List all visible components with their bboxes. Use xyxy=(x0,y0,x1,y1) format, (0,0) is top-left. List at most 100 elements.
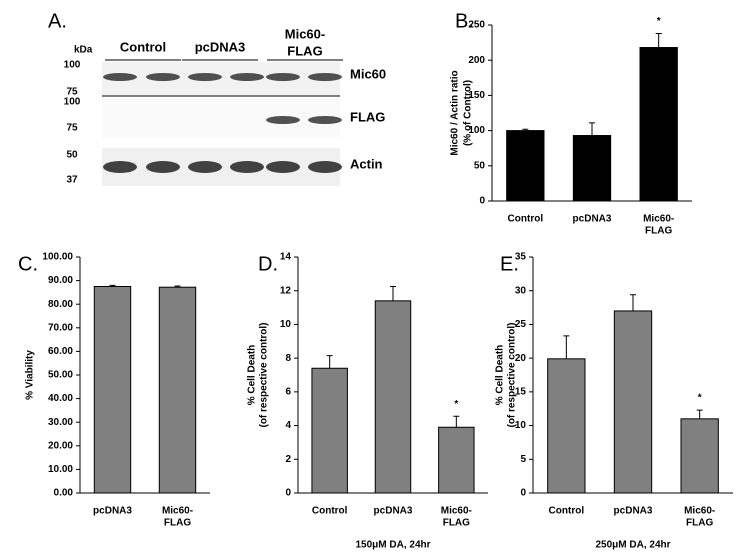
error-bar xyxy=(109,284,116,287)
error-bar xyxy=(390,286,396,301)
blot-band xyxy=(146,161,180,173)
y-tick-label: 90.00 xyxy=(48,275,73,286)
y-tick-label: 100 xyxy=(468,125,485,136)
x-axis-label: 250μM DA, 24hr xyxy=(595,540,670,551)
x-tick-label: Mic60- xyxy=(162,506,193,517)
bar xyxy=(158,286,197,494)
y-axis-label: % Cell Death xyxy=(495,345,506,406)
marker-label: 100 xyxy=(64,97,81,108)
error-bar xyxy=(696,409,703,419)
annotation: * xyxy=(698,393,702,404)
y-tick-label: 200 xyxy=(468,55,485,66)
bar xyxy=(639,47,678,202)
error-bar xyxy=(630,294,636,311)
y-tick-label: 50 xyxy=(474,160,486,171)
x-tick-label: Mic60- xyxy=(643,214,674,225)
blot-band xyxy=(146,73,180,81)
y-tick-label: 25 xyxy=(515,319,527,330)
y-tick-label: 6 xyxy=(285,386,291,397)
x-tick-label: Control xyxy=(312,506,348,517)
y-tick-label: 30 xyxy=(515,285,527,296)
group-label: Mic60- xyxy=(285,26,325,41)
blot-band xyxy=(266,161,300,173)
annotation: * xyxy=(657,16,661,27)
y-tick-label: 70.00 xyxy=(48,322,73,333)
blot-band xyxy=(266,73,300,81)
bar xyxy=(680,418,719,494)
band-label: FLAG xyxy=(350,109,385,124)
x-tick-label: pcDNA3 xyxy=(93,506,132,517)
y-tick-label: 10 xyxy=(280,319,292,330)
error-bar xyxy=(453,415,460,428)
panel-label: E. xyxy=(500,253,519,275)
x-tick-label: FLAG xyxy=(645,226,672,237)
y-tick-label: 40.00 xyxy=(48,393,73,404)
y-tick-label: 10.00 xyxy=(48,464,73,475)
y-tick-label: 150 xyxy=(468,90,485,101)
y-tick-label: 0.00 xyxy=(54,488,74,499)
group-label: FLAG xyxy=(287,43,322,58)
y-tick-label: 4 xyxy=(285,420,291,431)
error-bar xyxy=(522,128,529,131)
error-bar xyxy=(589,122,595,136)
y-axis-label: (% of Control) xyxy=(463,80,474,146)
blot-band xyxy=(308,116,342,124)
band-label: Actin xyxy=(350,156,383,171)
bar xyxy=(572,135,612,202)
marker-label: 50 xyxy=(66,150,78,161)
panel-label: D. xyxy=(258,253,278,275)
group-label: pcDNA3 xyxy=(195,39,246,54)
y-axis-label: % Viability xyxy=(25,350,36,400)
y-tick-label: 0 xyxy=(479,196,485,207)
marker-label: 37 xyxy=(66,175,78,186)
error-bar xyxy=(174,285,181,288)
y-tick-label: 35 xyxy=(515,252,527,263)
x-tick-label: Control xyxy=(508,214,544,225)
annotation: * xyxy=(454,399,458,410)
bar xyxy=(613,310,653,494)
panel-label: B. xyxy=(455,10,474,32)
x-tick-label: Mic60- xyxy=(441,506,472,517)
blot-band xyxy=(230,161,264,173)
y-tick-label: 20.00 xyxy=(48,440,73,451)
error-bar xyxy=(326,355,333,369)
blot-strip xyxy=(102,98,340,138)
y-tick-label: 14 xyxy=(280,252,292,263)
blot-band xyxy=(308,161,342,173)
y-axis-label: Mic60 / Actin ratio xyxy=(450,70,461,155)
y-tick-label: 20 xyxy=(515,353,527,364)
error-bar xyxy=(655,32,662,48)
y-axis-label: (of respective control) xyxy=(259,322,270,427)
y-axis-label: (of respective control) xyxy=(507,322,518,427)
bar xyxy=(438,426,475,494)
blot-band xyxy=(188,73,222,81)
blot-band xyxy=(308,73,342,81)
panel-label: C. xyxy=(18,253,38,275)
y-tick-label: 50.00 xyxy=(48,370,73,381)
blot-strip xyxy=(102,62,340,95)
bar xyxy=(374,300,412,494)
group-label: Control xyxy=(120,39,166,54)
unit-label: kDa xyxy=(74,45,93,56)
panel-label: A. xyxy=(48,10,67,32)
bar xyxy=(506,130,545,202)
blot-band xyxy=(188,161,222,173)
x-tick-label: pcDNA3 xyxy=(614,506,653,517)
x-tick-label: FLAG xyxy=(686,518,713,529)
bar xyxy=(93,286,132,494)
band-label: Mic60 xyxy=(350,66,386,81)
y-tick-label: 100.00 xyxy=(42,252,73,263)
x-tick-label: pcDNA3 xyxy=(374,506,413,517)
marker-label: 75 xyxy=(66,87,78,98)
marker-label: 75 xyxy=(66,123,78,134)
x-tick-label: FLAG xyxy=(443,518,470,529)
x-tick-label: Mic60- xyxy=(684,506,715,517)
y-tick-label: 0 xyxy=(520,488,526,499)
x-tick-label: Control xyxy=(549,506,585,517)
blot-band xyxy=(230,73,264,81)
y-tick-label: 30.00 xyxy=(48,417,73,428)
bar xyxy=(547,358,586,494)
y-tick-label: 10 xyxy=(515,420,527,431)
bar xyxy=(311,367,348,494)
